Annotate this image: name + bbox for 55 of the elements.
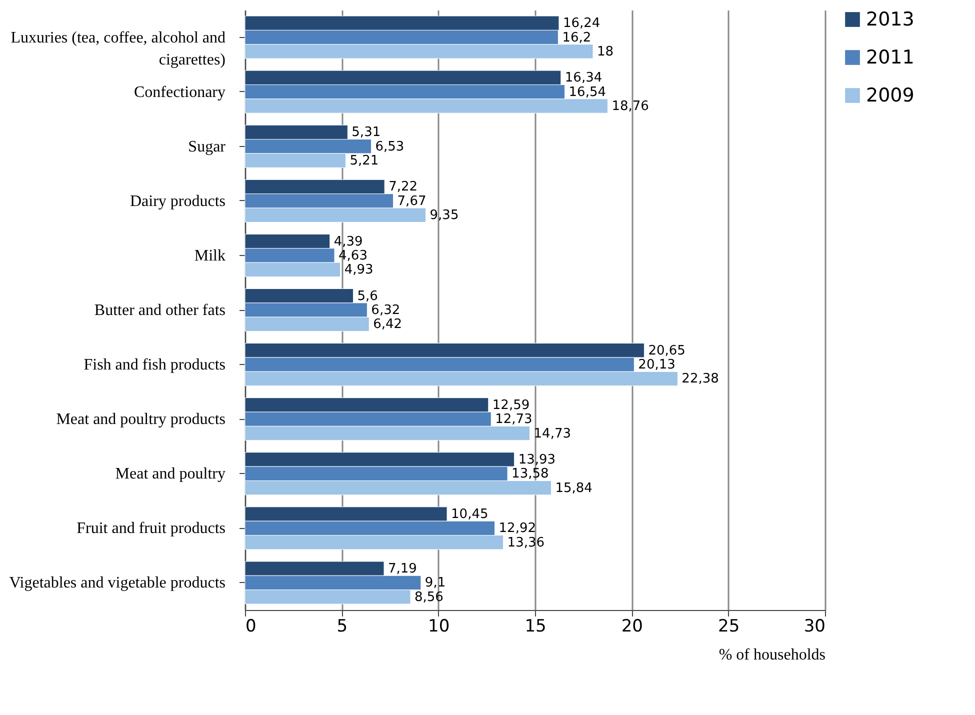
data-label: 13,36 (507, 535, 545, 550)
data-label: 9,35 (430, 208, 459, 224)
data-label: 16,2 (562, 30, 592, 46)
data-label: 12,59 (492, 398, 530, 413)
data-label: 18 (597, 44, 614, 60)
data-label: 4,39 (334, 234, 363, 250)
data-label: 10,45 (451, 507, 488, 522)
data-label: 14,73 (534, 426, 571, 442)
data-label: 20,13 (638, 358, 676, 373)
x-tick-label: 0 (246, 616, 256, 636)
data-label: 8,56 (414, 590, 444, 605)
data-label: 7,67 (397, 194, 426, 209)
data-label: 4,93 (344, 262, 374, 278)
data-label: 4,63 (338, 248, 368, 264)
data-label: 12,92 (498, 521, 536, 536)
data-label: 6,42 (373, 317, 402, 332)
x-tick-label: 5 (336, 616, 348, 636)
data-label: 5,31 (352, 125, 381, 140)
data-label: 5,21 (350, 154, 379, 169)
data-label: 22,38 (682, 372, 719, 387)
legend-label: 2009 (866, 84, 914, 106)
data-label: 16,34 (564, 70, 602, 86)
x-axis-title: % of households (718, 646, 826, 664)
x-tick-label: 25 (718, 616, 740, 636)
data-label: 18,76 (612, 99, 649, 114)
data-label: 6,53 (375, 139, 404, 154)
y-tick-label: Vigetables and vigetable products (9, 574, 226, 592)
y-tick-label: Butter and other fats (94, 302, 226, 319)
data-label: 12,73 (495, 412, 532, 428)
data-label: 6,32 (371, 303, 400, 318)
data-label: 16,54 (568, 84, 606, 100)
data-label: 16,24 (562, 16, 600, 32)
x-tick-label: 15 (524, 616, 546, 636)
data-label: 13,93 (518, 452, 556, 468)
data-label: 5,6 (357, 288, 378, 304)
data-label: 15,84 (555, 480, 592, 496)
y-tick-label: Sugar (188, 138, 226, 156)
data-label: 20,65 (648, 343, 686, 358)
y-tick-label: Confectionary (134, 84, 226, 101)
y-tick-label: Milk (194, 247, 226, 264)
data-label: 9,1 (424, 576, 446, 591)
legend-label: 2013 (866, 8, 914, 30)
data-label: 13,58 (512, 466, 549, 482)
x-tick-label: 20 (621, 616, 643, 636)
data-label: 7,19 (388, 562, 417, 577)
x-tick-label: 30 (804, 616, 826, 636)
legend-label: 2011 (866, 46, 914, 68)
y-tick-label: Fruit and fruit products (76, 520, 226, 538)
y-tick-label: Meat and poultry products (56, 411, 226, 428)
y-tick-label: Luxuries (tea, coffee, alcohol and cigarettes) (10, 29, 226, 68)
y-tick-label: Meat and poultry (115, 466, 226, 483)
x-tick-label: 10 (428, 616, 450, 636)
y-tick-label: Fish and fish products (84, 356, 226, 374)
y-tick-label: Dairy products (130, 192, 226, 210)
data-label: 7,22 (388, 180, 418, 195)
